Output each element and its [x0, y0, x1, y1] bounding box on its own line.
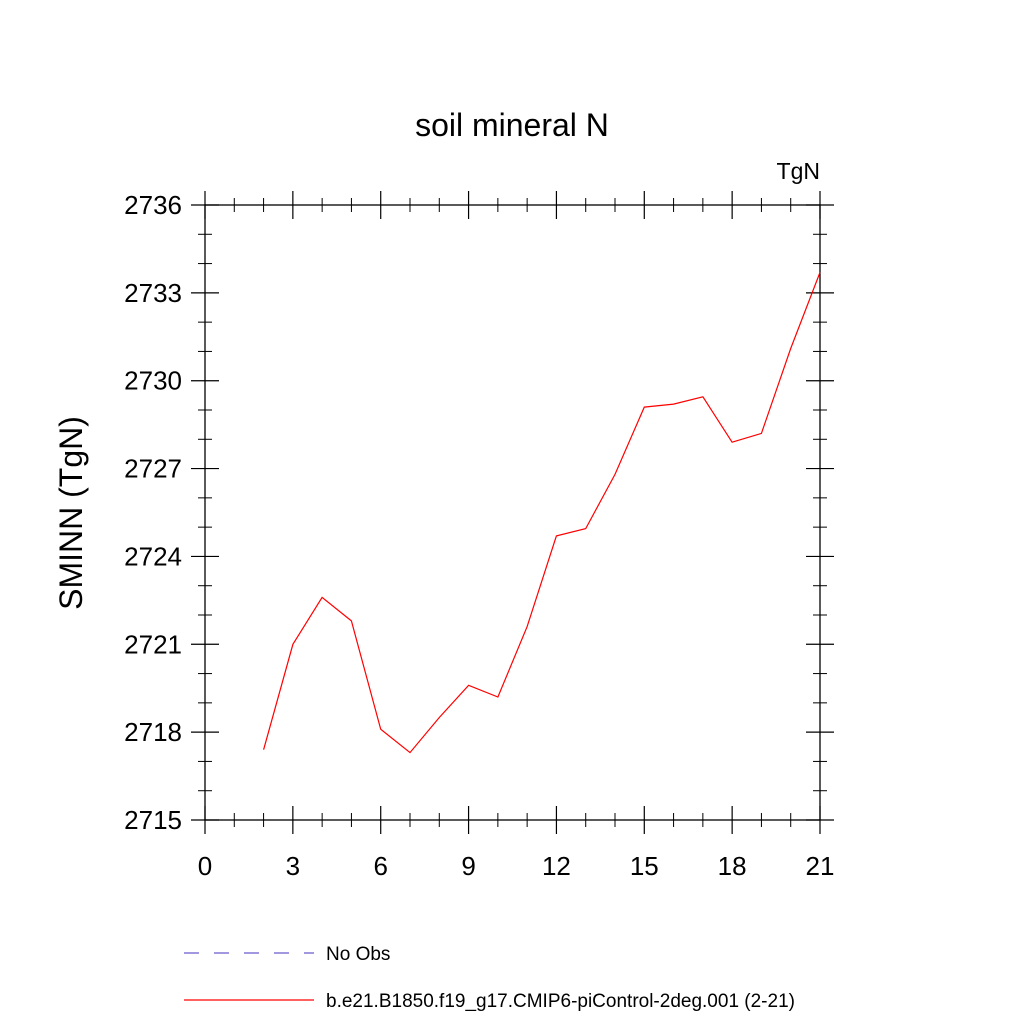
y-tick-label: 2733 — [124, 278, 182, 308]
y-tick-label: 2715 — [124, 805, 182, 835]
plot-border — [204, 204, 821, 821]
plot-frame — [204, 204, 821, 821]
y-tick-label: 2718 — [124, 717, 182, 747]
x-tick-label: 3 — [286, 851, 300, 881]
y-tick-label: 2736 — [124, 190, 182, 220]
y-tick-label: 2721 — [124, 629, 182, 659]
y-axis-ticks: 2715 2718 2721 2724 2727 2730 2733 2736 — [124, 190, 834, 835]
y-tick-label: 2724 — [124, 541, 182, 571]
x-tick-label: 15 — [630, 851, 659, 881]
x-tick-label: 9 — [461, 851, 475, 881]
x-tick-label: 18 — [718, 851, 747, 881]
y-tick-label: 2727 — [124, 454, 182, 484]
x-tick-label: 12 — [542, 851, 571, 881]
series-layer — [263, 272, 821, 754]
x-axis-ticks: 0 3 6 9 12 15 18 21 — [198, 191, 835, 881]
y-axis-label: SMINN (TgN) — [53, 416, 89, 610]
units-label: TgN — [777, 158, 820, 184]
series-line — [263, 272, 821, 754]
chart-title: soil mineral N — [415, 107, 609, 143]
x-tick-label: 0 — [198, 851, 212, 881]
legend-label: No Obs — [326, 944, 390, 965]
legend-label: b.e21.B1850.f19_g17.CMIP6-piControl-2deg… — [326, 991, 795, 1012]
y-tick-label: 2730 — [124, 366, 182, 396]
x-tick-label: 6 — [373, 851, 387, 881]
x-tick-label: 21 — [806, 851, 835, 881]
legend: No Obs b.e21.B1850.f19_g17.CMIP6-piContro… — [184, 944, 795, 1012]
